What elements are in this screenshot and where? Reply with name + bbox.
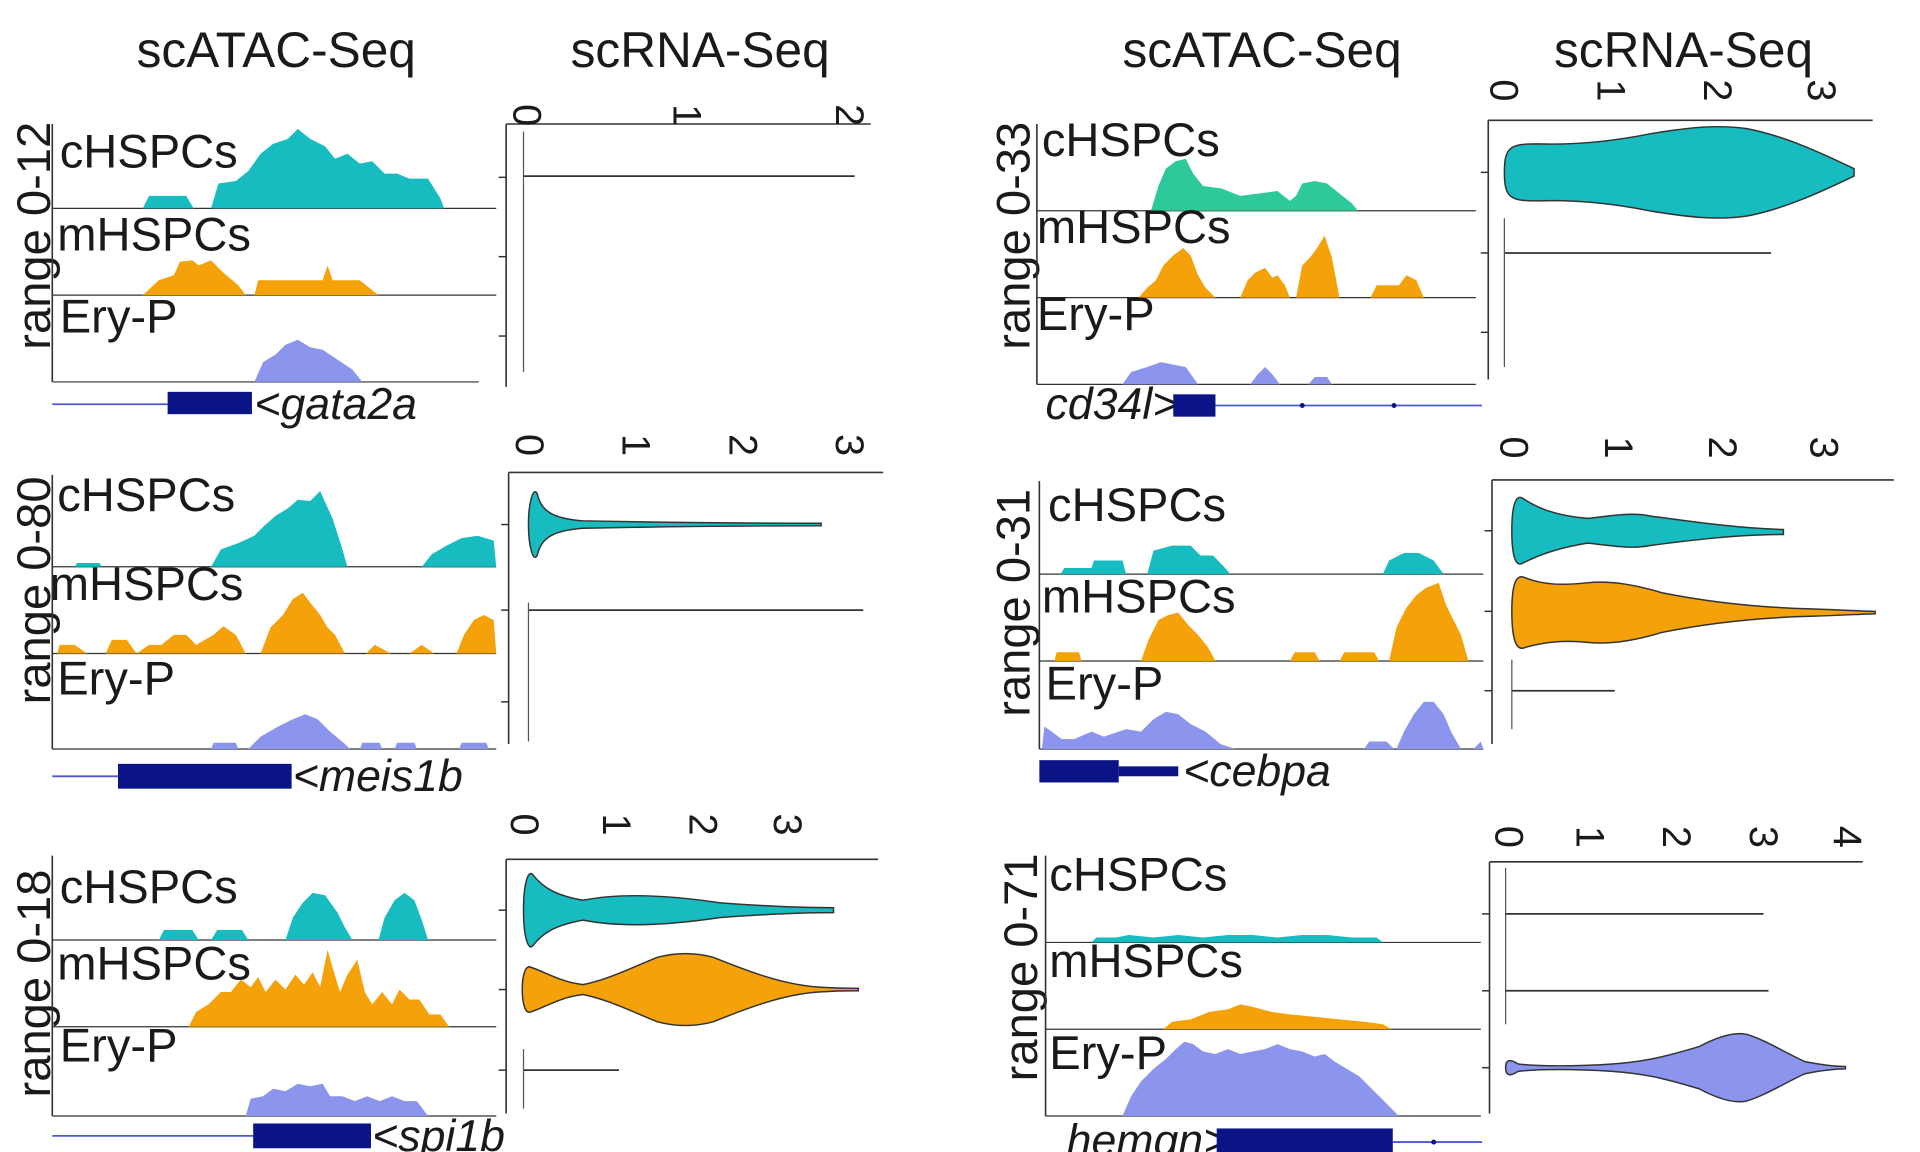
rna-tick-2: 2 [1700, 436, 1744, 458]
rna-tick-0: 0 [1492, 436, 1536, 458]
range-label: range 0-33 [986, 122, 1039, 350]
gene-exon [167, 391, 252, 415]
range-label: range 0-18 [7, 870, 60, 1098]
atac-peak-cHSPCs [1150, 158, 1359, 211]
header-atac-right: scATAC-Seq [1122, 22, 1401, 78]
rna-tick-3: 3 [1741, 826, 1785, 848]
rna-tick-3: 3 [827, 434, 871, 456]
panel-spi1b: range 0-18 cHSPCs mHSPCs Ery-P <spi1b 0 … [7, 813, 879, 1152]
atac-peak-mHSPCs [57, 592, 497, 654]
gene-label: hemgn> [1067, 1117, 1230, 1152]
gene-exon [118, 763, 292, 789]
rna-tick-0: 0 [502, 813, 546, 835]
track-label-mHSPCs: mHSPCs [1037, 200, 1231, 253]
violin-cHSPCs [1503, 125, 1855, 219]
track-label-mHSPCs: mHSPCs [50, 557, 244, 610]
track-label-mHSPCs: mHSPCs [1042, 570, 1236, 623]
track-label-cHSPCs: cHSPCs [1049, 847, 1227, 900]
gene-exon [1039, 760, 1119, 783]
gene-label: <cebpa [1183, 747, 1331, 796]
atac-peak-mHSPCs [1054, 582, 1469, 661]
violin-cHSPCs [1511, 496, 1785, 565]
track-label-Ery-P: Ery-P [60, 1018, 178, 1071]
violin-cHSPCs [527, 491, 822, 559]
track-label-Ery-P: Ery-P [60, 289, 178, 342]
gene-label: <meis1b [293, 752, 463, 801]
violin-cHSPCs [522, 872, 835, 948]
violin-Ery-P [1504, 1032, 1847, 1103]
track-label-mHSPCs: mHSPCs [57, 937, 251, 990]
track-label-cHSPCs: cHSPCs [60, 124, 238, 177]
atac-peak-cHSPCs [158, 892, 429, 940]
atac-peak-Ery-P [1122, 1041, 1399, 1117]
violin-mHSPCs [521, 952, 860, 1027]
track-label-Ery-P: Ery-P [1046, 656, 1164, 709]
track-label-Ery-P: Ery-P [1049, 1026, 1167, 1079]
gene-label: cd34l> [1046, 380, 1179, 429]
atac-peak-Ery-P [211, 714, 489, 749]
rna-tick-3: 3 [765, 813, 809, 835]
rna-tick-1: 1 [594, 813, 638, 835]
track-label-Ery-P: Ery-P [57, 651, 175, 704]
atac-peak-mHSPCs [142, 260, 379, 296]
panel-gata2a: range 0-12 cHSPCs mHSPCs Ery-P <gata2a 0… [7, 104, 871, 429]
gene-label: <gata2a [254, 380, 417, 429]
rna-tick-2: 2 [681, 813, 725, 835]
rna-tick-1: 1 [614, 434, 658, 456]
atac-peak-Ery-P [245, 1083, 429, 1117]
rna-tick-0: 0 [1487, 826, 1531, 848]
track-label-cHSPCs: cHSPCs [1048, 478, 1226, 531]
range-label: range 0-12 [7, 122, 60, 350]
atac-peak-cHSPCs [1060, 545, 1444, 575]
atac-peak-mHSPCs [1138, 235, 1424, 298]
atac-peak-cHSPCs [1091, 934, 1383, 943]
rna-tick-2: 2 [1695, 79, 1739, 101]
rna-tick-1: 1 [665, 104, 709, 126]
rna-tick-2: 2 [720, 434, 764, 456]
rna-tick-1: 1 [1596, 436, 1640, 458]
header-atac-left: scATAC-Seq [137, 22, 416, 78]
gene-exon [1216, 1128, 1393, 1152]
track-label-cHSPCs: cHSPCs [1042, 113, 1220, 166]
rna-tick-0: 0 [505, 104, 549, 126]
header-rna-left: scRNA-Seq [571, 22, 830, 78]
gene-exon [253, 1123, 371, 1149]
atac-peak-Ery-P [1041, 701, 1484, 749]
panel-cd34l: range 0-33 cHSPCs mHSPCs Ery-P cd34l> 0 … [986, 79, 1873, 429]
violin-mHSPCs [1511, 576, 1876, 649]
gene-exon [1173, 394, 1216, 417]
atac-peak-cHSPCs [142, 128, 445, 209]
panel-cebpa: range 0-31 cHSPCs mHSPCs Ery-P <cebpa 0 … [986, 436, 1894, 796]
atac-peak-mHSPCs [1163, 1004, 1392, 1030]
rna-tick-4: 4 [1825, 826, 1869, 848]
atac-peak-Ery-P [1122, 362, 1333, 385]
track-label-Ery-P: Ery-P [1037, 287, 1155, 340]
panel-meis1b: range 0-80 cHSPCs mHSPCs Ery-P <meis1b 0… [7, 434, 884, 801]
track-label-cHSPCs: cHSPCs [57, 468, 235, 521]
range-label: range 0-31 [986, 489, 1039, 717]
range-label: range 0-71 [994, 853, 1047, 1081]
gene-utr [1118, 766, 1179, 777]
rna-tick-1: 1 [1588, 79, 1632, 101]
rna-tick-3: 3 [1799, 79, 1843, 101]
gene-label: <spi1b [372, 1112, 505, 1152]
rna-tick-3: 3 [1802, 436, 1846, 458]
rna-tick-0: 0 [507, 434, 551, 456]
panel-hemgn: range 0-71 cHSPCs mHSPCs Ery-P hemgn> 0 … [994, 826, 1869, 1152]
rna-tick-1: 1 [1567, 826, 1611, 848]
range-label: range 0-80 [7, 476, 60, 704]
header-rna-right: scRNA-Seq [1554, 22, 1813, 78]
track-label-cHSPCs: cHSPCs [60, 860, 238, 913]
atac-peak-Ery-P [254, 339, 363, 382]
atac-peak-mHSPCs [188, 949, 450, 1027]
track-label-mHSPCs: mHSPCs [1049, 934, 1243, 987]
rna-tick-0: 0 [1482, 79, 1526, 101]
rna-tick-2: 2 [827, 104, 871, 126]
track-label-mHSPCs: mHSPCs [57, 207, 251, 260]
rna-tick-2: 2 [1654, 826, 1698, 848]
atac-peak-cHSPCs [74, 491, 497, 567]
